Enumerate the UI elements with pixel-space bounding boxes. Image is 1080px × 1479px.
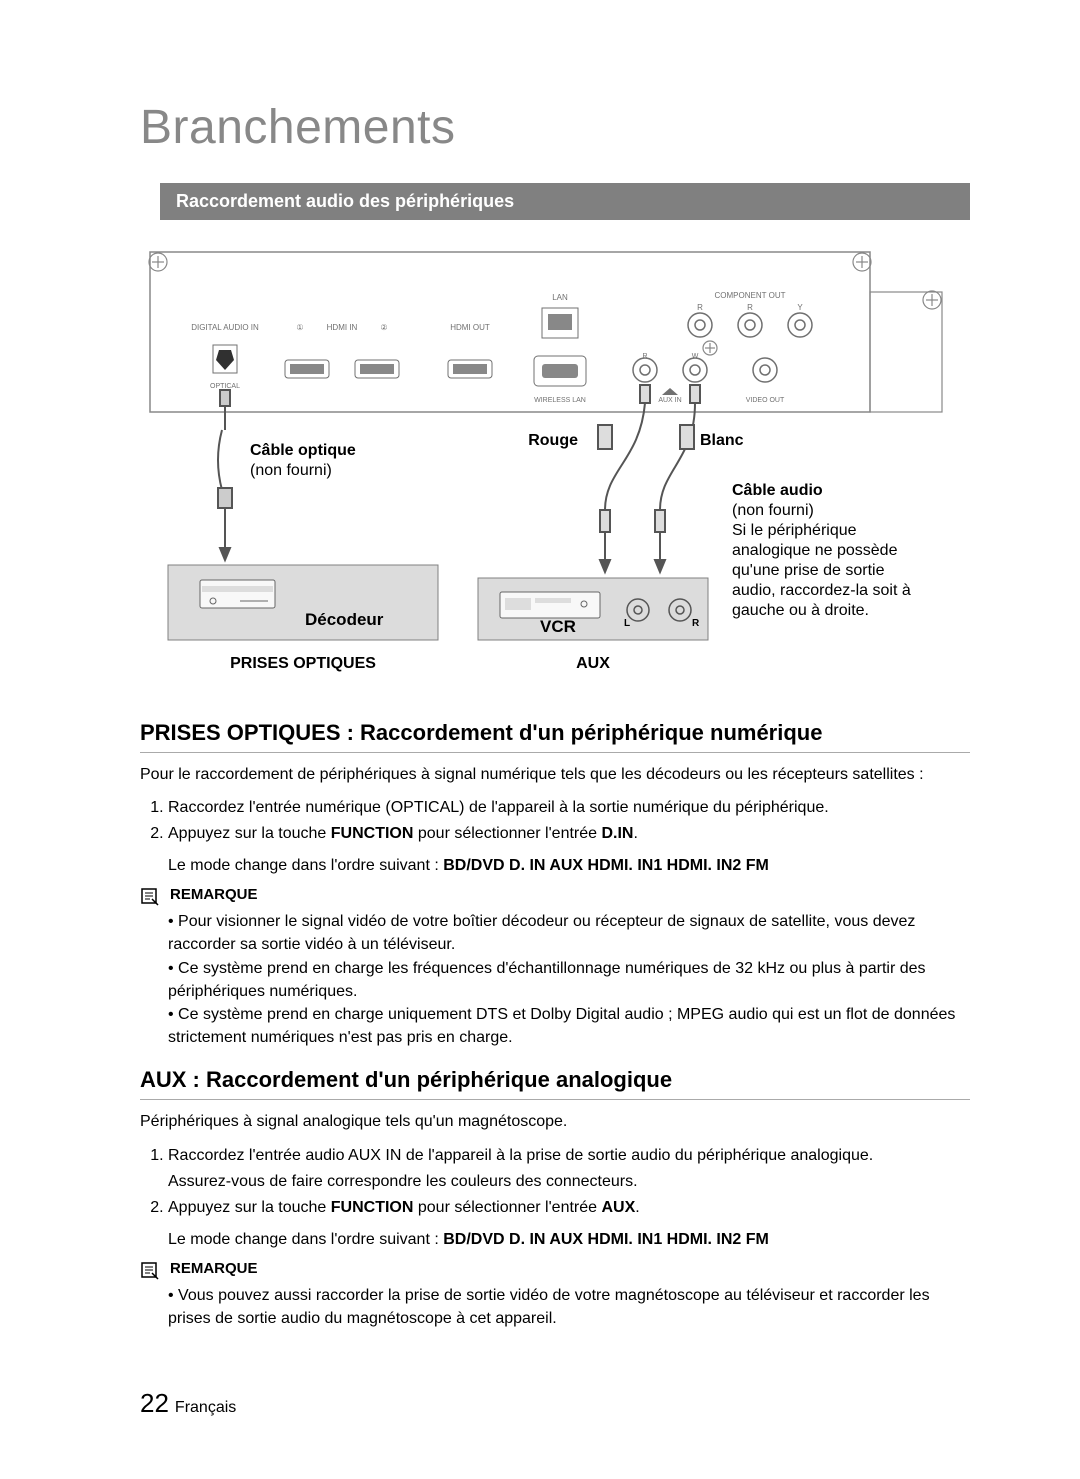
section2-heading: AUX : Raccordement d'un périphérique ana…: [140, 1067, 970, 1100]
svg-text:Décodeur: Décodeur: [305, 610, 384, 629]
remark-header-1: REMARQUE: [140, 886, 970, 906]
svg-text:R: R: [692, 618, 700, 629]
svg-text:Y: Y: [797, 303, 803, 312]
svg-text:R: R: [697, 303, 703, 312]
note-icon: [140, 1260, 160, 1280]
svg-text:AUX: AUX: [576, 655, 610, 672]
svg-text:PRISES OPTIQUES: PRISES OPTIQUES: [230, 655, 376, 672]
optical-port: DIGITAL AUDIO IN OPTICAL: [191, 323, 259, 390]
svg-text:analogique ne possède: analogique ne possède: [732, 542, 898, 559]
page-footer: 22Français: [140, 1388, 236, 1419]
svg-text:Câble audio: Câble audio: [732, 482, 823, 499]
connection-diagram: DIGITAL AUDIO IN OPTICAL HDMI IN ① ② HDM…: [140, 230, 970, 690]
svg-text:Câble optique: Câble optique: [250, 442, 356, 459]
section1-remark-1: • Pour visionner le signal vidéo de votr…: [168, 910, 970, 956]
section2-steps: Raccordez l'entrée audio AUX IN de l'app…: [168, 1144, 970, 1220]
svg-text:LAN: LAN: [552, 293, 568, 302]
section1-steps: Raccordez l'entrée numérique (OPTICAL) d…: [168, 796, 970, 846]
svg-text:VIDEO OUT: VIDEO OUT: [746, 397, 785, 404]
svg-text:(non fourni): (non fourni): [250, 462, 332, 479]
page-title: Branchements: [140, 100, 970, 155]
svg-text:HDMI IN: HDMI IN: [327, 323, 358, 332]
section2-intro: Périphériques à signal analogique tels q…: [140, 1110, 970, 1133]
svg-text:L: L: [624, 618, 630, 629]
svg-text:audio, raccordez-la soit à: audio, raccordez-la soit à: [732, 582, 911, 599]
step-2: Appuyez sur la touche FUNCTION pour séle…: [168, 822, 970, 846]
section1-remark-3: • Ce système prend en charge uniquement …: [168, 1003, 970, 1049]
svg-text:(non fourni): (non fourni): [732, 502, 814, 519]
note-icon: [140, 886, 160, 906]
svg-text:Si le périphérique: Si le périphérique: [732, 522, 857, 539]
step-1: Raccordez l'entrée numérique (OPTICAL) d…: [168, 796, 970, 820]
svg-text:W: W: [692, 353, 699, 360]
section-bar: Raccordement audio des périphériques: [160, 183, 970, 220]
svg-text:R: R: [642, 353, 647, 360]
svg-text:COMPONENT OUT: COMPONENT OUT: [715, 291, 786, 300]
svg-text:WIRELESS LAN: WIRELESS LAN: [534, 397, 586, 404]
svg-text:OPTICAL: OPTICAL: [210, 383, 240, 390]
decoder-device-icon: [200, 580, 275, 608]
svg-text:Blanc: Blanc: [700, 432, 744, 449]
svg-text:R: R: [747, 303, 753, 312]
svg-text:HDMI OUT: HDMI OUT: [450, 323, 490, 332]
svg-text:AUX IN: AUX IN: [658, 397, 681, 404]
section2-mode-line: Le mode change dans l'ordre suivant : BD…: [168, 1228, 970, 1252]
svg-text:②: ②: [380, 323, 387, 332]
section2-remark-1: • Vous pouvez aussi raccorder la prise d…: [168, 1284, 970, 1330]
section1-intro: Pour le raccordement de périphériques à …: [140, 763, 970, 786]
svg-text:qu'une prise de sortie: qu'une prise de sortie: [732, 562, 885, 579]
section1-remark-2: • Ce système prend en charge les fréquen…: [168, 957, 970, 1003]
section1-heading: PRISES OPTIQUES : Raccordement d'un péri…: [140, 720, 970, 753]
svg-text:DIGITAL AUDIO IN: DIGITAL AUDIO IN: [191, 323, 259, 332]
step-2b: Appuyez sur la touche FUNCTION pour séle…: [168, 1196, 970, 1220]
svg-text:Rouge: Rouge: [528, 432, 578, 449]
svg-text:VCR: VCR: [540, 617, 576, 636]
svg-text:①: ①: [296, 323, 303, 332]
section1-mode-line: Le mode change dans l'ordre suivant : BD…: [168, 854, 970, 878]
vcr-device-icon: [500, 592, 600, 618]
svg-text:gauche ou à droite.: gauche ou à droite.: [732, 602, 869, 619]
remark-header-2: REMARQUE: [140, 1260, 970, 1280]
step-1b: Raccordez l'entrée audio AUX IN de l'app…: [168, 1144, 970, 1194]
